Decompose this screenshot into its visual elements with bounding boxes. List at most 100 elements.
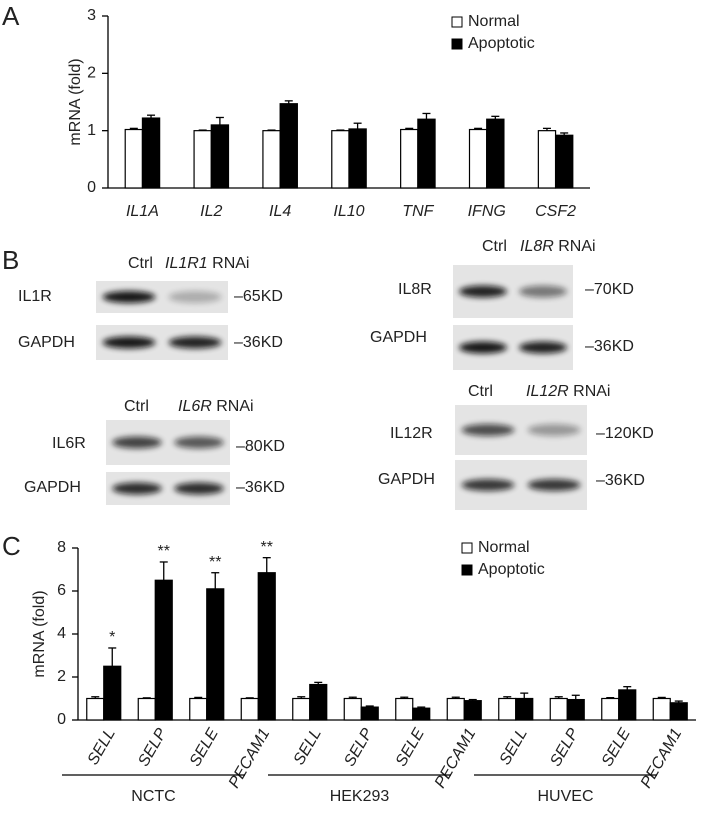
legend-label: Normal <box>478 539 530 556</box>
x-tick-label: SELL <box>85 726 119 768</box>
blot-band <box>168 291 222 303</box>
rnai-suffix: RNAi <box>208 255 250 272</box>
bar <box>652 697 671 721</box>
bar <box>498 697 517 721</box>
blot-band <box>168 336 222 349</box>
bar <box>103 665 122 721</box>
blot-band <box>527 424 581 436</box>
x-tick-label: CSF2 <box>535 203 576 220</box>
bar <box>669 702 688 721</box>
bar <box>257 572 276 721</box>
bar <box>262 130 281 189</box>
gene-name: IL1R1 <box>165 255 208 272</box>
bar <box>331 130 350 189</box>
significance-mark: ** <box>261 539 273 556</box>
x-tick-label: PECAM1 <box>638 726 686 791</box>
lane-label: Ctrl <box>128 255 153 272</box>
bar <box>554 134 574 189</box>
bar <box>210 124 230 189</box>
x-tick-label: IL10 <box>333 203 364 220</box>
y-axis-label: mRNA (fold) <box>31 590 48 677</box>
legend-swatch <box>451 38 463 50</box>
legend-swatch <box>461 542 473 554</box>
bar <box>468 128 488 189</box>
x-tick-label: SELL <box>497 726 531 768</box>
size-marker: –120KD <box>596 425 654 442</box>
bar <box>141 117 161 189</box>
bar <box>515 697 534 721</box>
x-tick-label: IL1A <box>126 203 159 220</box>
row-label: IL1R <box>18 288 52 305</box>
legend-swatch <box>451 16 463 28</box>
blot-band <box>459 285 507 298</box>
bar <box>279 103 298 189</box>
lane-label: Ctrl <box>468 383 493 400</box>
blot-band <box>461 479 515 491</box>
significance-mark: * <box>109 629 115 646</box>
size-marker: –80KD <box>236 438 285 455</box>
x-tick-label: SELP <box>135 725 170 769</box>
x-tick-label: SELE <box>393 725 428 769</box>
bar <box>154 579 173 721</box>
legend-swatch <box>461 564 473 576</box>
bar <box>86 697 105 721</box>
bar <box>412 707 431 721</box>
bar <box>193 130 212 189</box>
blot-band <box>174 482 224 495</box>
lane-label: IL12R RNAi <box>526 383 610 400</box>
y-tick-label: 0 <box>87 179 96 196</box>
bar <box>446 697 465 721</box>
blot-band <box>112 436 162 449</box>
significance-mark: ** <box>158 543 170 560</box>
lane-label: Ctrl <box>482 238 507 255</box>
bar <box>486 118 505 189</box>
x-tick-label: IL2 <box>200 203 222 220</box>
lane-label: Ctrl <box>124 398 149 415</box>
bar <box>348 128 367 189</box>
bar <box>124 128 144 189</box>
x-tick-label: SELE <box>599 725 634 769</box>
size-marker: –36KD <box>234 334 283 351</box>
y-axis-label: mRNA (fold) <box>67 58 84 145</box>
blot-band <box>519 341 567 354</box>
legend-label: Normal <box>468 13 520 30</box>
panel-letter: C <box>2 531 21 561</box>
y-tick-label: 4 <box>57 625 66 642</box>
bar <box>240 697 259 721</box>
bar <box>309 683 328 721</box>
row-label: GAPDH <box>24 479 81 496</box>
significance-mark: ** <box>209 554 221 571</box>
legend-label: Apoptotic <box>468 35 535 52</box>
group-label: HEK293 <box>330 788 390 805</box>
size-marker: –36KD <box>585 338 634 355</box>
rnai-suffix: RNAi <box>554 238 596 255</box>
y-tick-label: 2 <box>57 668 66 685</box>
bar <box>292 697 311 721</box>
y-tick-label: 0 <box>57 711 66 728</box>
row-label: GAPDH <box>378 471 435 488</box>
x-tick-label: TNF <box>402 203 434 220</box>
legend-label: Apoptotic <box>478 561 545 578</box>
bar <box>566 698 585 721</box>
size-marker: –65KD <box>234 288 283 305</box>
rnai-suffix: RNAi <box>569 383 611 400</box>
panel-letter: A <box>2 1 20 31</box>
bar <box>137 697 156 721</box>
row-label: IL12R <box>390 425 433 442</box>
rnai-suffix: RNAi <box>212 398 254 415</box>
blot-band <box>102 336 156 349</box>
size-marker: –70KD <box>585 281 634 298</box>
blot-band <box>174 436 224 449</box>
x-tick-label: SELL <box>291 726 325 768</box>
bar <box>549 697 568 721</box>
y-tick-label: 8 <box>57 539 66 556</box>
x-tick-label: SELP <box>547 725 582 769</box>
bar <box>601 697 620 721</box>
size-marker: –36KD <box>596 472 645 489</box>
row-label: GAPDH <box>18 334 75 351</box>
row-label: GAPDH <box>370 329 427 346</box>
blot-band <box>519 285 567 298</box>
x-tick-label: SELE <box>187 725 222 769</box>
bar <box>343 697 362 721</box>
